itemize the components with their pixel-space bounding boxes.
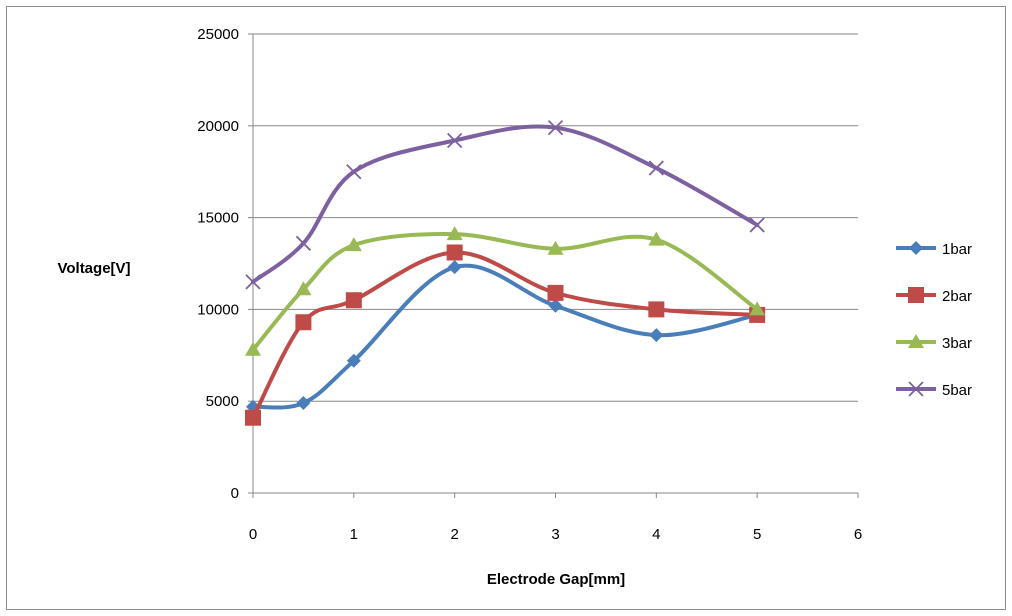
data-point-5bar [447,132,463,149]
y-axis-ticks: 0 5000 10000 15000 20000 25000 [197,26,253,502]
legend-item-3bar: 3bar [896,334,972,352]
data-point-5bar [346,164,362,180]
axes [252,34,858,494]
y-tick-label: 25000 [197,26,239,43]
data-point-5bar [245,274,261,290]
series-layer [245,119,766,426]
data-point-5bar [295,235,312,251]
data-point-5bar [648,160,664,176]
data-point-1bar [346,353,361,368]
data-point-3bar [547,240,564,255]
legend-label: 5bar [942,382,972,399]
legend-item-1bar: 1bar [896,241,972,258]
x-axis-title: Electrode Gap[mm] [487,571,625,588]
gridlines [253,33,858,402]
legend: 1bar 2bar 3bar 5bar [896,241,972,399]
legend-marker-3bar [908,334,924,348]
legend-item-2bar: 2bar [896,287,972,305]
x-tick-label: 6 [854,526,862,543]
series-5bar [245,119,765,290]
data-point-2bar [295,314,312,331]
data-point-5bar [547,119,564,136]
series-3bar [245,226,766,356]
x-tick-label: 1 [350,526,358,543]
data-point-1bar [649,328,664,343]
y-tick-label: 10000 [197,301,239,318]
data-point-1bar [447,260,462,275]
data-point-2bar [648,301,665,318]
x-tick-label: 3 [551,526,559,543]
data-point-2bar [446,244,463,261]
data-point-3bar [648,231,665,246]
data-point-1bar [548,298,563,313]
data-point-3bar [446,226,463,241]
x-axis-ticks: 0 1 2 3 4 5 6 [249,493,862,543]
legend-label: 2bar [942,288,972,305]
data-point-2bar [345,292,362,309]
legend-marker-5bar [908,381,924,397]
x-tick-label: 5 [753,526,761,543]
y-tick-label: 5000 [206,393,239,410]
data-point-2bar [547,284,564,301]
data-point-1bar [296,396,311,411]
data-point-5bar [749,217,765,233]
y-tick-label: 15000 [197,210,239,227]
chart-frame [6,6,1006,610]
x-tick-label: 0 [249,526,257,543]
x-tick-label: 2 [450,526,458,543]
series-2bar [245,244,766,426]
y-tick-label: 0 [231,485,239,502]
x-tick-label: 4 [652,526,660,543]
data-point-3bar [749,301,766,316]
data-point-3bar [295,281,312,296]
data-point-3bar [245,341,261,356]
y-axis-title: Voltage[V] [57,260,130,277]
legend-label: 3bar [942,335,972,352]
legend-marker-2bar [908,287,924,303]
y-tick-label: 20000 [197,118,239,135]
data-point-2bar [245,409,261,426]
legend-item-5bar: 5bar [896,381,972,399]
legend-marker-1bar [909,241,923,255]
series-line-1bar [251,263,760,410]
legend-label: 1bar [942,241,972,258]
series-1bar [246,260,765,414]
data-point-3bar [345,237,362,252]
